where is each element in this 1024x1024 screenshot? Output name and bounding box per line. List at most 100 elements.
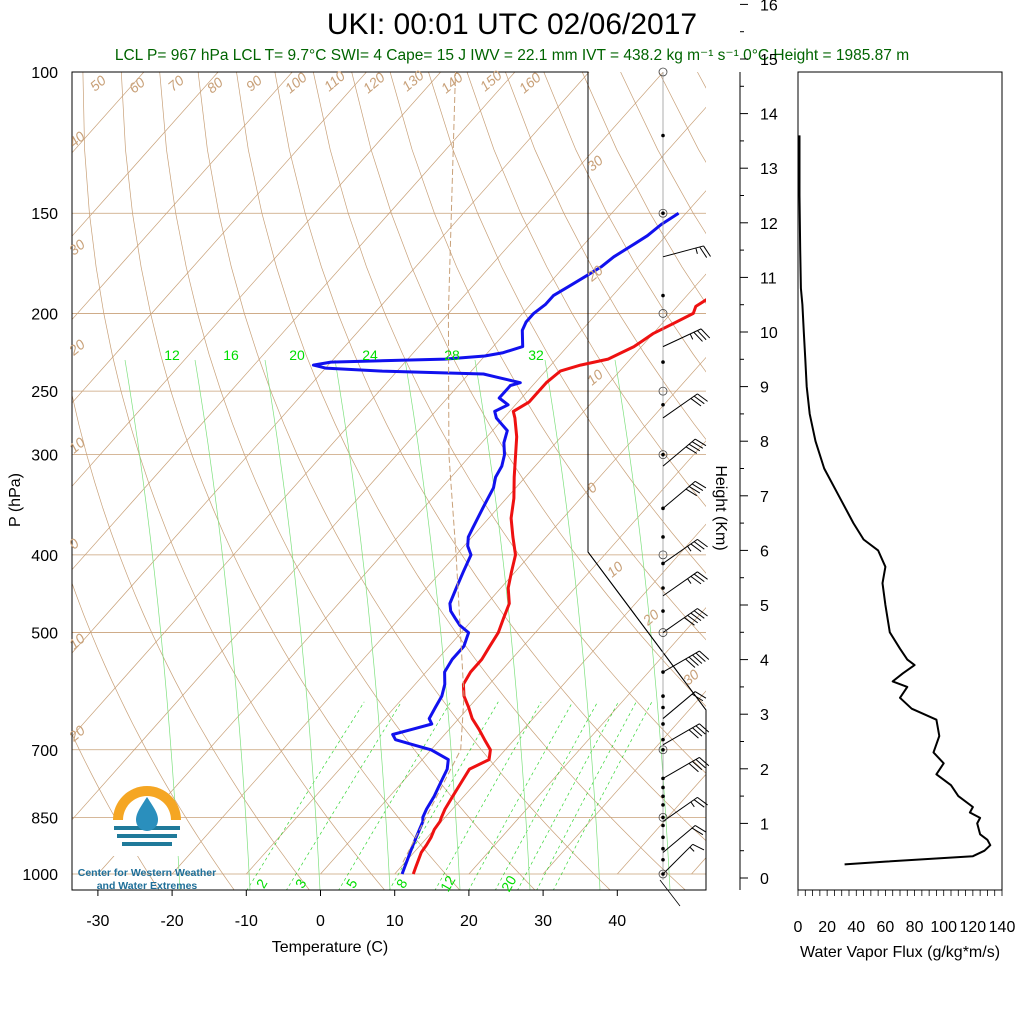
height-tick-label: 4 [760,653,769,670]
mixing-ratio-line [434,701,542,890]
parcel-line [402,72,465,863]
mixing-ratio-top-label: 16 [223,347,239,363]
wind-barb [662,796,708,822]
x-tick-label: 40 [608,913,626,930]
barb-flag [703,245,711,257]
isotherm-line [542,690,706,875]
isotherm-line [766,72,1024,874]
isotherm-top-label: 160 [516,69,544,96]
barb-calm-circle [658,869,668,879]
wind-barb [662,480,707,509]
x-tick-label: -10 [235,913,258,930]
mixing-ratio-top-label: 20 [289,347,305,363]
barb-flag [688,729,699,739]
isotherm-line [171,273,706,875]
dry-adiabat-line [581,72,706,305]
dry-adiabat-line [774,72,1024,891]
barb-flag [690,398,702,407]
isotherm-top-label: 130 [399,67,427,94]
isotherm-line [72,72,590,654]
barb-flag [697,571,708,580]
wind-barb [662,608,708,633]
barb-flag [699,757,710,767]
dry-adiabat-line [159,72,536,890]
isotherm-top-label: 100 [282,69,310,96]
barb-dot [661,823,665,828]
isotherm-top-label: 70 [165,72,187,94]
x-axis-title: Temperature (C) [272,939,388,956]
barb-dot [661,776,665,781]
height-tick-label: 13 [760,161,778,178]
mixing-ratio-top-label: 24 [362,347,378,363]
barb-dot [661,846,665,851]
barb-dot [661,360,665,364]
barb-flag [685,488,698,497]
isotherm-line [617,773,706,875]
barb-shaft [662,756,700,779]
isotherm-line [72,72,664,737]
isotherm-line [72,72,219,237]
barb-dot [661,737,665,742]
barb-shaft [662,825,696,853]
barb-dot [661,293,665,298]
dry-adiabat-line [274,72,706,842]
y-tick-label: 850 [31,810,58,827]
flux-frame [797,71,1003,891]
barb-dot [661,670,665,674]
dry-adiabat-line [543,72,706,373]
height-tick-label: 15 [760,52,778,69]
barb-flag [700,328,711,339]
barb-dot [661,609,665,613]
barb-shaft [662,480,696,509]
moist-adiabat-line [614,359,671,890]
barb-flag [692,727,703,737]
barb-shaft [662,245,704,258]
x-tick-label: 0 [316,913,325,930]
height-tick-label: 5 [760,598,769,615]
cw3e-logo: Center for Western Weather and Water Ext… [78,786,216,892]
flux-axis-title: Water Vapor Flux (g/kg*m/s) [800,944,1000,961]
barb-flag [690,543,702,552]
y-tick-label: 400 [31,548,58,565]
wind-barb [662,245,711,258]
barb-flag [693,331,703,342]
moist-adiabat-line [404,359,461,890]
barb-flag [684,617,695,626]
y-tick-label: 200 [31,306,58,323]
wind-barb [662,723,710,746]
barb-flag [694,825,707,833]
barb-flag [688,443,701,452]
barb-flag [695,759,706,769]
flux-tick-label: 120 [960,919,987,936]
barb-dot [661,133,665,138]
barb-dot [661,506,665,511]
wind-barb [662,756,710,779]
barb-half-flag [687,578,692,584]
y-tick-label: 150 [31,206,58,223]
barb-dot [661,857,665,862]
moist-adiabat-line [194,359,251,890]
flux-tick-label: 0 [794,919,803,936]
barb-dot [661,835,665,840]
isotherm-line [72,72,293,321]
y-tick-label: 300 [31,448,58,465]
x-tick-label: 10 [386,913,404,930]
barb-flag [697,538,708,548]
y-tick-label: 700 [31,743,58,760]
barb-calm-circle [658,67,668,77]
dewpoint-line [311,211,680,875]
barb-dot [661,705,665,710]
isotherm-top-label: 50 [87,72,109,94]
mixing-ratio-line [536,701,637,890]
barb-calm-circle [658,628,668,637]
barb-dot [661,747,665,752]
barb-shaft [662,393,698,419]
barb-flag [691,827,704,836]
logo-wave-3 [122,842,172,846]
y-tick-label: 250 [31,384,58,401]
flux-tick-label: 140 [989,919,1016,936]
barb-calm-circle [658,309,668,318]
isotherm-left-label: 20 [65,722,88,745]
wind-barb [662,843,705,875]
height-tick-label: 0 [760,871,769,888]
